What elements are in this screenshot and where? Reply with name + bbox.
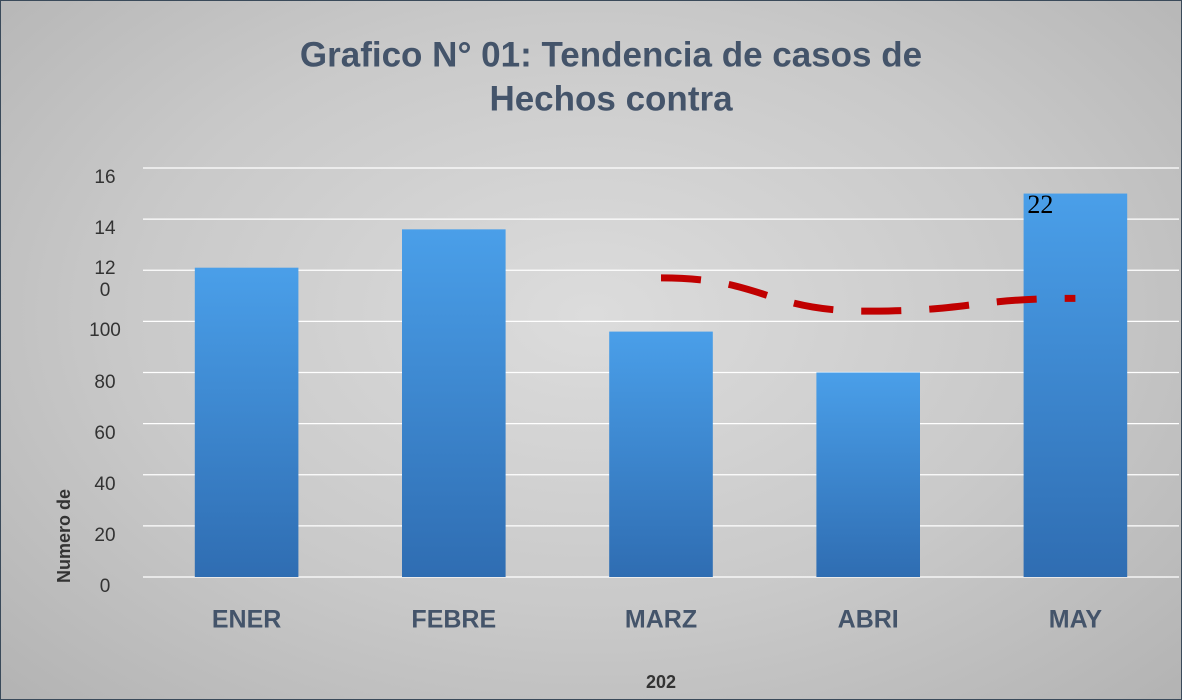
- bar: [402, 229, 506, 577]
- chart-title: Grafico N° 01: Tendencia de casos de: [300, 35, 922, 74]
- x-axis-label: 202: [646, 672, 676, 692]
- x-tick-label: FEBRE: [411, 606, 496, 634]
- y-tick-label: 100: [89, 320, 121, 342]
- bar: [816, 372, 920, 577]
- y-tick-label: 40: [94, 473, 116, 495]
- x-tick-label: ABRI: [838, 606, 899, 634]
- bar: [609, 331, 713, 577]
- annotation: 22: [1027, 190, 1053, 219]
- bar: [194, 267, 299, 577]
- chart-title: Hechos contra: [489, 79, 733, 118]
- y-axis-label: Numero de: [54, 489, 74, 583]
- x-tick-label: ENER: [212, 606, 281, 634]
- trend-line: [660, 274, 1076, 315]
- y-tick-label: 0: [99, 576, 111, 597]
- bar: [1023, 193, 1128, 577]
- y-tick-label: 14: [94, 218, 116, 240]
- y-tick-label: 16: [94, 167, 116, 188]
- x-tick-label: MARZ: [625, 606, 697, 634]
- y-tick-label: 80: [94, 371, 116, 393]
- x-tick-label: MAY: [1049, 606, 1103, 634]
- y-tick-label: 60: [94, 422, 116, 444]
- y-tick-label: 12 0: [94, 258, 116, 302]
- y-tick-label: 20: [94, 524, 116, 546]
